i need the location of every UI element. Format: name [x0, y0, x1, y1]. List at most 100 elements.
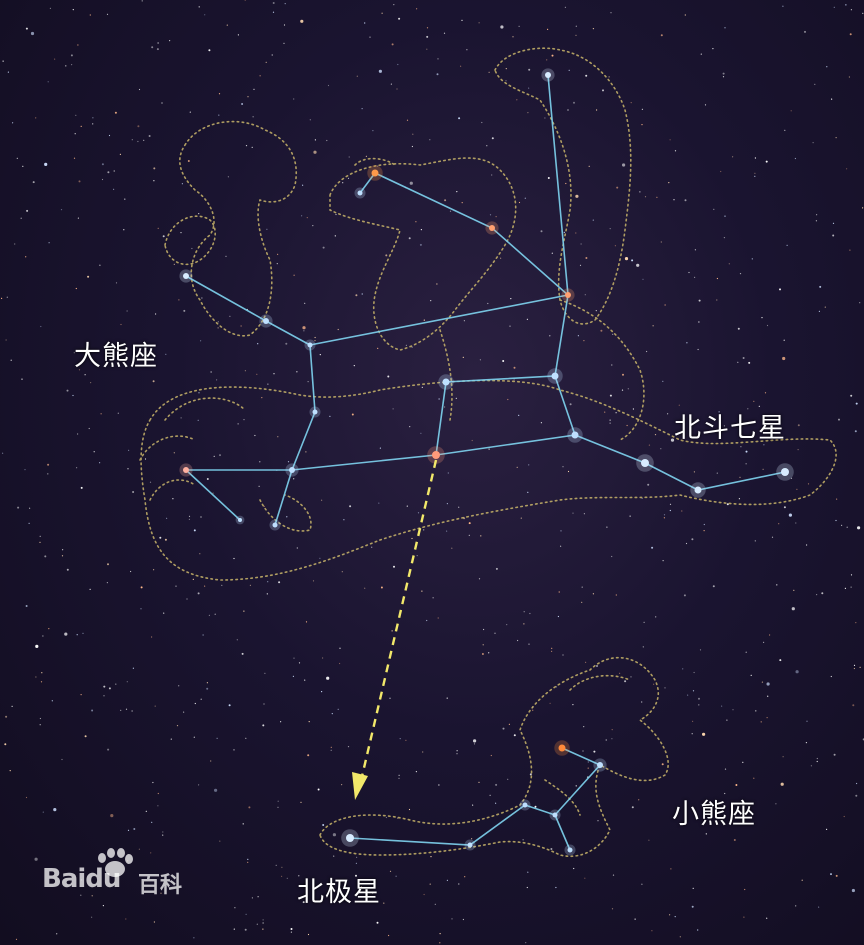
- background-star: [73, 157, 76, 159]
- background-star: [39, 717, 42, 720]
- constellation-star: [781, 468, 789, 476]
- background-star: [35, 644, 39, 649]
- background-star: [225, 255, 227, 257]
- background-star: [540, 422, 543, 424]
- background-star: [763, 444, 765, 446]
- background-star: [724, 792, 726, 795]
- background-star: [575, 25, 577, 27]
- label-big-dipper: 北斗七星: [674, 413, 786, 444]
- background-star: [522, 839, 524, 841]
- background-star: [852, 704, 855, 707]
- background-star: [805, 742, 808, 744]
- background-star: [397, 63, 399, 66]
- background-star: [783, 339, 785, 341]
- background-star: [549, 702, 551, 705]
- background-star: [694, 249, 697, 251]
- background-star: [214, 788, 218, 792]
- background-star: [766, 717, 768, 719]
- background-star: [312, 580, 315, 582]
- background-star: [434, 903, 436, 905]
- background-star: [169, 40, 171, 42]
- background-star: [622, 163, 626, 167]
- background-star: [505, 68, 507, 70]
- background-star: [782, 5, 784, 7]
- background-star: [495, 783, 498, 786]
- background-star: [89, 588, 91, 591]
- background-star: [500, 257, 502, 259]
- background-star: [486, 145, 488, 147]
- background-star: [267, 383, 269, 385]
- background-star: [526, 318, 529, 320]
- background-star: [192, 578, 194, 581]
- background-star: [654, 434, 657, 436]
- background-star: [138, 88, 141, 91]
- background-star: [372, 892, 374, 895]
- background-star: [103, 685, 106, 688]
- background-star: [744, 888, 746, 891]
- background-star: [694, 276, 696, 278]
- background-star: [307, 381, 309, 383]
- background-star: [25, 256, 27, 258]
- background-star: [101, 178, 104, 181]
- background-star: [835, 137, 837, 139]
- background-star: [630, 676, 632, 678]
- background-star: [436, 283, 438, 285]
- background-star: [750, 674, 752, 677]
- background-star: [405, 344, 407, 346]
- background-star: [234, 907, 236, 909]
- background-star: [592, 28, 595, 30]
- background-star: [682, 668, 684, 670]
- background-star: [624, 680, 627, 683]
- background-star: [423, 319, 425, 321]
- constellation-star: [558, 744, 566, 752]
- background-star: [513, 366, 516, 369]
- background-star: [673, 199, 675, 201]
- background-star: [343, 519, 345, 521]
- background-star: [319, 557, 321, 559]
- label-ursa-minor: 小熊座: [672, 799, 756, 830]
- background-star: [77, 217, 79, 219]
- background-star: [646, 350, 648, 353]
- background-star: [176, 725, 179, 727]
- background-star: [154, 705, 156, 707]
- background-star: [66, 389, 69, 392]
- background-star: [587, 761, 589, 763]
- background-star: [611, 555, 613, 558]
- background-star: [151, 821, 153, 823]
- background-star: [40, 325, 42, 328]
- background-star: [604, 411, 606, 413]
- background-star: [49, 7, 52, 9]
- constellation-star: [694, 486, 702, 494]
- background-star: [76, 467, 78, 469]
- background-star: [848, 76, 851, 78]
- background-star: [754, 175, 756, 177]
- constellation-star: [567, 847, 573, 853]
- background-star: [462, 356, 464, 358]
- background-star: [244, 928, 247, 931]
- background-star: [584, 877, 586, 879]
- background-star: [855, 622, 857, 624]
- background-star: [347, 746, 350, 748]
- background-star: [838, 418, 840, 421]
- background-star: [152, 781, 154, 784]
- background-star: [138, 848, 140, 850]
- background-star: [462, 918, 464, 921]
- background-star: [54, 58, 56, 60]
- background-star: [754, 157, 757, 159]
- background-star: [219, 840, 221, 842]
- background-star: [257, 343, 259, 345]
- background-star: [301, 215, 303, 217]
- background-star: [251, 146, 253, 148]
- background-star: [40, 681, 43, 683]
- background-star: [526, 886, 528, 889]
- background-star: [669, 503, 672, 505]
- background-star: [724, 768, 727, 770]
- constellation-star: [565, 292, 571, 298]
- background-star: [575, 785, 577, 787]
- background-star: [51, 700, 53, 702]
- background-star: [621, 389, 624, 391]
- background-star: [151, 636, 153, 638]
- background-star: [355, 862, 357, 865]
- background-star: [417, 512, 420, 514]
- background-star: [630, 102, 632, 104]
